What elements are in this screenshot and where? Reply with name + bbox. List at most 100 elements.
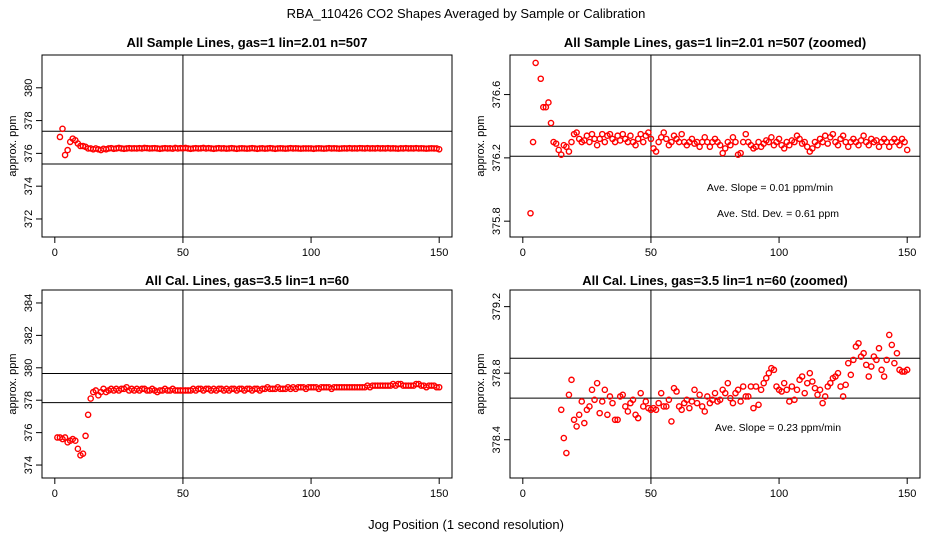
- data-point: [896, 141, 903, 149]
- y-tick-label: 376.2: [491, 144, 503, 172]
- data-point: [755, 401, 762, 409]
- data-point: [803, 379, 811, 387]
- data-point: [563, 143, 570, 151]
- data-point: [688, 135, 696, 143]
- plot-frame: [41, 54, 453, 238]
- data-point: [798, 373, 806, 380]
- data-point: [433, 383, 440, 391]
- x-tick-label: 100: [302, 488, 320, 500]
- data-point: [844, 359, 852, 367]
- data-point: [765, 369, 773, 377]
- data-point: [673, 388, 680, 395]
- y-tick-label: 378: [23, 391, 35, 409]
- data-point: [578, 398, 586, 405]
- data-point: [688, 398, 696, 405]
- data-point: [557, 151, 565, 159]
- data-point: [716, 396, 724, 404]
- data-point: [693, 399, 701, 407]
- data-point: [821, 132, 829, 140]
- data-point: [79, 450, 87, 457]
- data-point: [788, 383, 796, 390]
- data-point: [873, 356, 880, 364]
- x-tick-label: 50: [177, 488, 189, 500]
- x-tick-label: 50: [177, 247, 189, 259]
- data-point: [596, 409, 603, 417]
- data-point: [696, 391, 703, 399]
- data-point: [593, 141, 601, 149]
- data-point: [855, 339, 862, 347]
- y-tick-label: 374: [23, 177, 35, 195]
- y-tick-label: 372: [23, 210, 35, 228]
- data-point: [64, 146, 71, 154]
- data-point: [616, 137, 624, 144]
- data-point: [575, 411, 583, 419]
- data-point: [61, 151, 69, 159]
- data-point: [747, 383, 755, 390]
- data-point: [834, 369, 842, 377]
- data-point: [619, 130, 627, 138]
- data-point: [721, 389, 729, 397]
- data-point: [527, 209, 534, 217]
- y-tick-label: 380: [23, 359, 35, 377]
- data-point: [593, 379, 601, 387]
- data-point: [821, 393, 829, 400]
- data-point: [762, 374, 770, 382]
- data-point: [435, 383, 443, 391]
- y-tick-label: 376: [23, 144, 35, 162]
- data-point: [729, 133, 737, 141]
- data-point: [634, 135, 642, 143]
- x-tick-label: 0: [520, 488, 526, 500]
- data-point: [701, 408, 709, 415]
- data-point: [696, 143, 703, 151]
- plot-frame: [509, 289, 921, 479]
- data-point: [668, 138, 675, 146]
- data-point: [827, 379, 834, 387]
- data-point: [891, 359, 898, 367]
- data-point: [637, 389, 644, 397]
- data-point: [775, 135, 783, 143]
- data-point: [665, 396, 673, 404]
- y-tick-label: 376.6: [491, 81, 503, 109]
- y-tick-label: 382: [23, 326, 35, 344]
- data-point: [839, 393, 847, 400]
- data-point: [801, 389, 808, 397]
- data-point: [583, 132, 591, 140]
- data-point: [547, 119, 555, 127]
- data-point: [865, 141, 873, 149]
- data-point: [878, 366, 885, 374]
- data-point: [839, 132, 847, 140]
- data-point: [865, 373, 873, 380]
- x-tick-label: 150: [430, 247, 448, 259]
- data-point: [704, 393, 711, 400]
- data-point: [706, 143, 714, 151]
- data-point: [883, 356, 890, 364]
- x-tick-label: 0: [520, 247, 526, 259]
- data-point: [809, 145, 816, 152]
- x-tick-label: 150: [430, 488, 448, 500]
- data-point: [711, 389, 719, 397]
- data-point: [880, 373, 888, 380]
- data-point: [619, 391, 627, 399]
- data-point: [757, 386, 765, 394]
- data-point: [834, 141, 842, 149]
- data-point: [783, 386, 791, 394]
- data-point: [588, 130, 596, 138]
- data-point: [752, 383, 760, 390]
- y-tick-label: 376: [23, 423, 35, 441]
- panel-title: All Sample Lines, gas=1 lin=2.01 n=507: [127, 35, 368, 50]
- data-point: [606, 393, 614, 400]
- panel-title: All Cal. Lines, gas=3.5 lin=1 n=60: [145, 273, 349, 288]
- data-point: [893, 349, 901, 357]
- data-point: [875, 143, 883, 151]
- data-point: [814, 391, 821, 399]
- x-tick-label: 100: [770, 247, 788, 259]
- data-point: [645, 129, 652, 136]
- data-point: [678, 406, 685, 414]
- data-point: [732, 138, 739, 146]
- data-point: [545, 99, 552, 106]
- data-point: [557, 406, 565, 414]
- data-point: [701, 133, 709, 141]
- x-tick-label: 150: [898, 247, 916, 259]
- data-point: [842, 381, 849, 389]
- data-point: [591, 135, 598, 143]
